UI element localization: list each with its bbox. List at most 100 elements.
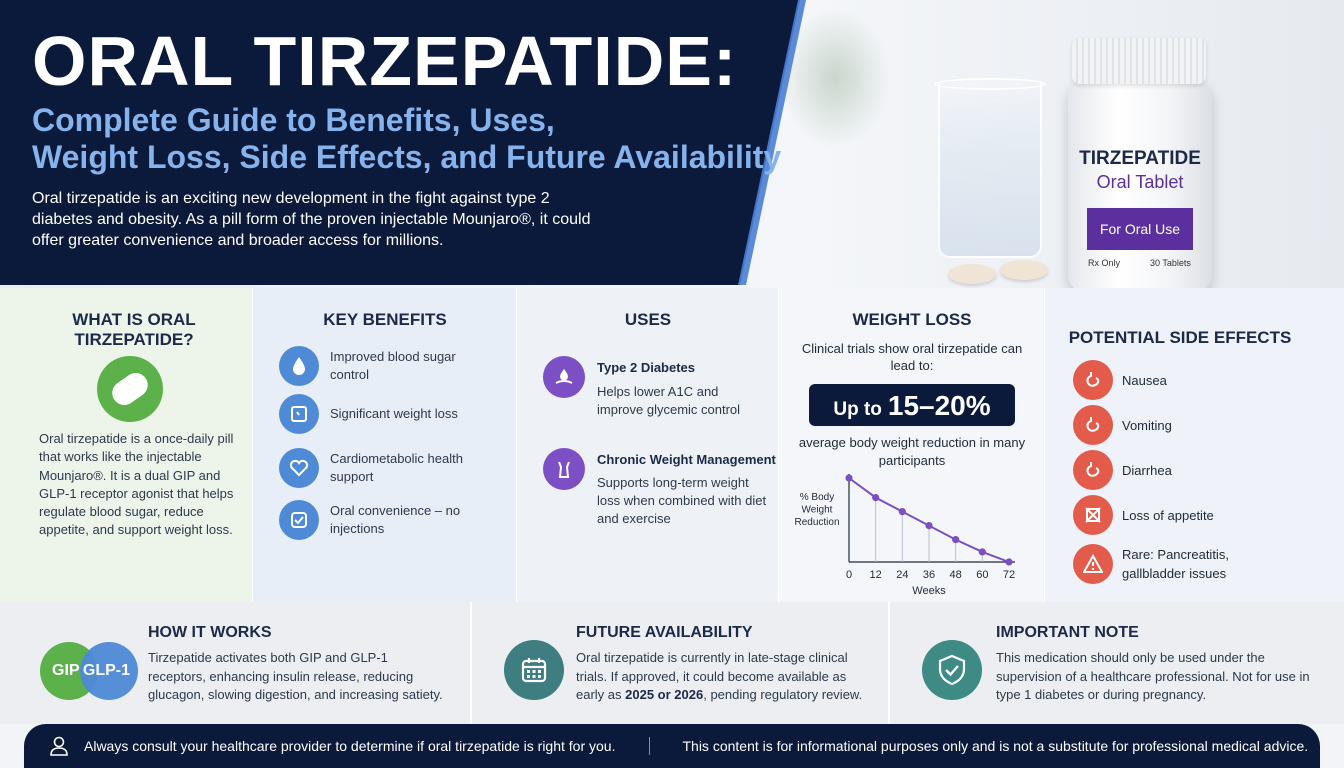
section-how-it-works: GIP GLP-1 HOW IT WORKS Tirzepatide activ… [0, 602, 470, 724]
section-title-uses: USES [624, 310, 672, 329]
use-description: Supports long-term weight loss when comb… [597, 475, 767, 526]
benefit-label: Cardiometabolic health support [330, 451, 463, 484]
side-effect-label: Loss of appetite [1122, 507, 1214, 523]
side-effect-item: Loss of appetite [1073, 495, 1214, 535]
how-description: Tirzepatide activates both GIP and GLP-1… [148, 650, 443, 702]
page-subtitle: Complete Guide to Benefits, Uses, Weight… [32, 102, 781, 176]
x-tick-label: 48 [950, 569, 962, 581]
bottle-count: 30 Tablets [1150, 258, 1191, 268]
tablet-right [1000, 260, 1048, 280]
benefit-item: Improved blood sugar control [279, 346, 490, 386]
section-title-weight: WEIGHT LOSS [852, 310, 972, 329]
benefit-item: Cardiometabolic health support [279, 448, 490, 488]
future-description: Oral tirzepatide is currently in late-st… [576, 649, 866, 705]
side-effect-label: Rare: Pancreatitis, gallbladder issues [1122, 547, 1229, 581]
shield-icon [922, 640, 982, 700]
data-point [845, 474, 853, 482]
section-title-side-effects: POTENTIAL SIDE EFFECTS [1068, 328, 1292, 347]
section-title-benefits: KEY BENEFITS [323, 310, 447, 329]
use-description: Helps lower A1C and improve glycemic con… [597, 384, 741, 417]
venn-glp1-circle: GLP-1 [80, 642, 138, 700]
y-axis-label: Reduction [794, 517, 839, 528]
section-title-note: IMPORTANT NOTE [996, 624, 1139, 641]
section-key-benefits: KEY BENEFITS Improved blood sugar contro… [252, 288, 516, 602]
footer-divider [649, 737, 651, 755]
x-tick-label: 24 [896, 569, 908, 581]
side-effect-label: Vomiting [1122, 417, 1172, 433]
section-title-what: WHAT IS ORAL TIRZEPATIDE? [72, 310, 196, 349]
weight-lead-text: Clinical trials show oral tirzepatide ca… [801, 341, 1023, 373]
x-tick-label: 72 [1003, 569, 1015, 581]
data-point [925, 522, 933, 530]
data-point [978, 548, 986, 556]
person-icon [50, 736, 68, 756]
side-effect-label: Diarrhea [1122, 462, 1172, 478]
pill-bottle-cap [1072, 38, 1206, 84]
x-tick-label: 0 [846, 569, 852, 581]
badge-value: 15–20% [887, 390, 991, 421]
section-important-note: IMPORTANT NOTE This medication should on… [888, 602, 1344, 724]
benefit-item: Significant weight loss [279, 394, 490, 434]
side-effect-item: Diarrhea [1073, 450, 1172, 490]
future-date: 2025 or 2026 [625, 687, 704, 702]
y-axis-label: Weight [802, 505, 833, 516]
intro-paragraph: Oral tirzepatide is an exciting new deve… [32, 190, 591, 249]
check-icon [279, 500, 319, 540]
footer-disclaimer-text: This content is for informational purpos… [682, 738, 1309, 754]
future-text-before: Oral tirzepatide is currently in late-st… [576, 650, 848, 702]
bottle-use-label: For Oral Use [1087, 208, 1193, 250]
use-title: Chronic Weight Management [597, 452, 776, 467]
data-point [872, 494, 880, 502]
weight-loss-badge: Up to 15–20% [809, 384, 1015, 426]
hand-drop-icon [543, 356, 585, 398]
bottle-type: Oral Tablet [1096, 172, 1184, 192]
data-point [898, 508, 906, 516]
water-glass [938, 82, 1042, 258]
benefit-label: Significant weight loss [330, 406, 458, 421]
pill-bottle [1068, 82, 1212, 292]
x-tick-label: 36 [923, 569, 935, 581]
x-tick-label: 12 [870, 569, 882, 581]
section-title-future: FUTURE AVAILABILITY [576, 624, 753, 641]
subtitle-line-2: Weight Loss, Side Effects, and Future Av… [32, 139, 782, 175]
hero-dark-panel [0, 0, 800, 285]
stomach-icon [1073, 405, 1113, 445]
benefit-item: Oral convenience – no injections [279, 500, 490, 540]
bottle-brand: TIRZEPATIDE [1079, 148, 1201, 169]
y-axis-label: % Body [800, 492, 834, 503]
section-uses: USES Type 2 Diabetes Helps lower A1C and… [516, 288, 778, 602]
section-what-is: WHAT IS ORAL TIRZEPATIDE? Oral tirzepati… [0, 288, 252, 602]
footer-consult-text: Always consult your healthcare provider … [84, 738, 616, 754]
tablet-left [948, 264, 996, 284]
stomach-icon [1073, 360, 1113, 400]
side-effect-item: Vomiting [1073, 405, 1172, 445]
use-title: Type 2 Diabetes [597, 360, 696, 375]
side-effect-item: Nausea [1073, 360, 1167, 400]
benefit-label: Oral convenience – no injections [330, 503, 461, 536]
section-title-how: HOW IT WORKS [148, 624, 272, 641]
what-description: Oral tirzepatide is a once-daily pill th… [39, 431, 234, 538]
calendar-icon [504, 640, 564, 700]
section-weight-loss: WEIGHT LOSS Clinical trials show oral ti… [778, 288, 1044, 602]
x-tick-label: 60 [976, 569, 988, 581]
weight-tail-text: average body weight reduction in many pa… [798, 435, 1026, 468]
note-description: This medication should only be used unde… [996, 650, 1310, 702]
data-point [952, 536, 960, 544]
stomach-icon [1073, 450, 1113, 490]
side-effect-label: Nausea [1122, 372, 1167, 388]
no-food-icon [1073, 495, 1113, 535]
bottle-rx: Rx Only [1088, 258, 1121, 268]
badge-prefix: Up to [833, 399, 882, 420]
future-text-after: , pending regulatory review. [703, 687, 863, 702]
page-title: ORAL TIRZEPATIDE: [32, 22, 738, 100]
scale-icon [279, 394, 319, 434]
data-point [1005, 558, 1013, 566]
side-effect-item: Rare: Pancreatitis, gallbladder issues [1073, 544, 1252, 584]
heart-icon [279, 448, 319, 488]
footer-bar: Always consult your healthcare provider … [24, 724, 1320, 768]
subtitle-line-1: Complete Guide to Benefits, Uses, [32, 102, 555, 138]
section-future-availability: FUTURE AVAILABILITY Oral tirzepatide is … [470, 602, 888, 724]
x-axis-label: Weeks [912, 585, 946, 597]
warning-icon [1073, 544, 1113, 584]
